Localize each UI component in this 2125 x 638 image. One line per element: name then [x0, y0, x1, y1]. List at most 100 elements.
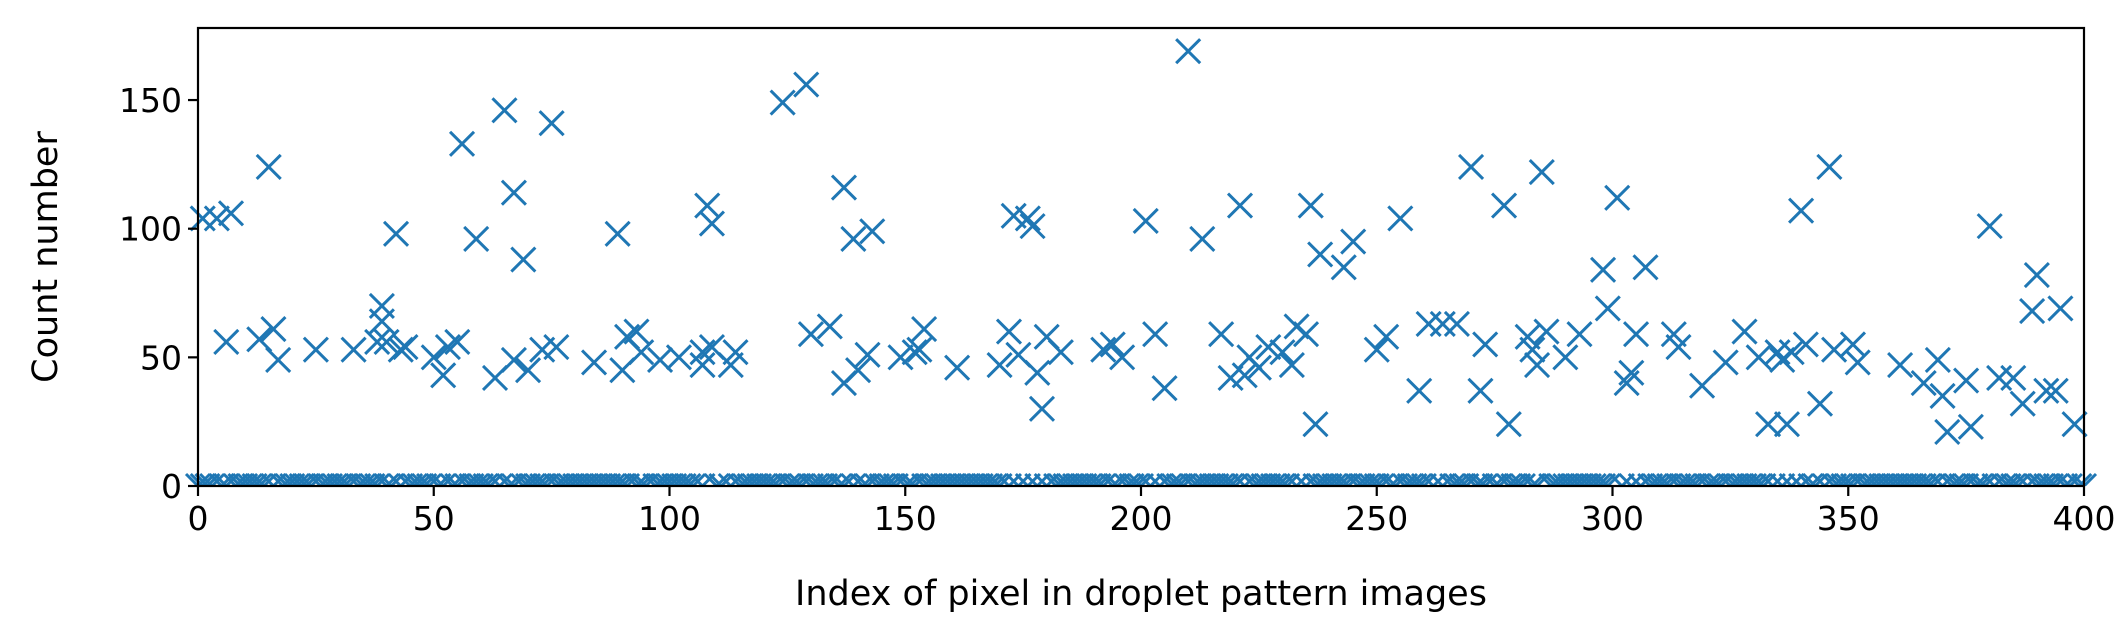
x-tick-label: 350 [1817, 499, 1880, 538]
data-point-zero [241, 472, 268, 486]
data-point-zero [467, 472, 494, 486]
data-point-zero [1618, 472, 1645, 486]
data-point-zero [1222, 472, 1249, 486]
data-point-zero [1080, 472, 1107, 486]
data-point [373, 328, 400, 355]
data-point [1792, 331, 1819, 358]
data-point-zero [1160, 472, 1188, 486]
data-point [1929, 382, 1956, 410]
data-point [448, 130, 476, 157]
data-point [1028, 395, 1056, 422]
data-point-zero [250, 472, 278, 486]
data-point [797, 321, 825, 348]
data-point [1226, 192, 1254, 219]
data-point [1839, 331, 1867, 358]
data-point [830, 174, 858, 201]
data-point [1406, 377, 1433, 404]
data-point [543, 333, 570, 361]
data-point [491, 97, 518, 124]
data-point [213, 328, 240, 355]
data-point-zero [1212, 472, 1239, 486]
data-point-zero [1590, 472, 1617, 486]
data-point-zero [1995, 472, 2022, 486]
data-point [2009, 390, 2036, 417]
data-point-zero [1830, 472, 1857, 486]
data-point [1910, 370, 1937, 397]
data-point-zero [1674, 472, 1702, 486]
data-point [1594, 295, 1621, 322]
data-point [265, 346, 292, 373]
data-point [1976, 213, 2003, 240]
y-axis-label: Count number [26, 131, 66, 383]
data-point [1778, 339, 1805, 366]
data-point [1208, 321, 1235, 348]
data-point [2047, 295, 2074, 322]
data-point-zero [1910, 472, 1937, 486]
data-point [1340, 228, 1367, 255]
data-point [1523, 352, 1551, 379]
data-point-zero [2070, 472, 2098, 486]
data-point [1986, 364, 2013, 391]
data-point [1297, 192, 1324, 219]
data-point [1764, 339, 1791, 366]
data-point [689, 339, 716, 366]
data-point [1231, 362, 1258, 389]
data-point [1816, 153, 1843, 181]
data-point-zero [1325, 472, 1353, 486]
data-markers [184, 38, 2098, 486]
x-tick-label: 150 [874, 499, 937, 538]
data-point [769, 89, 796, 116]
data-point [1292, 321, 1320, 348]
data-point-zero [708, 472, 735, 486]
data-point [1090, 336, 1117, 363]
data-point [1019, 213, 1046, 240]
data-point [1269, 339, 1296, 366]
data-point [1623, 321, 1650, 348]
data-point [816, 313, 843, 340]
x-tick-label: 100 [638, 499, 701, 538]
data-point-zero [378, 472, 405, 486]
data-point [538, 110, 565, 137]
data-point [1175, 38, 1202, 65]
data-point-zero [1585, 472, 1612, 486]
y-tick-label: 150 [119, 81, 182, 120]
data-point-zero [1410, 472, 1437, 486]
data-point [510, 246, 537, 273]
data-point-zero [1943, 472, 1970, 486]
data-point-zero [1274, 472, 1301, 486]
data-point [1953, 367, 1980, 394]
data-point [793, 71, 820, 98]
data-point [1373, 323, 1400, 350]
data-point [689, 352, 716, 379]
data-point [1773, 411, 1801, 438]
data-point-zero [1971, 472, 1999, 486]
x-axis-label: Index of pixel in droplet pattern images [795, 574, 1487, 614]
data-point [1821, 336, 1848, 363]
data-point-zero [995, 472, 1023, 486]
data-point-zero [1740, 472, 1768, 486]
data-point [1443, 310, 1470, 337]
data-point [2000, 364, 2027, 391]
data-point [434, 333, 461, 361]
data-point [1731, 318, 1758, 345]
data-point-zero [1750, 472, 1777, 486]
data-point [217, 200, 245, 227]
data-point-zero [755, 472, 782, 486]
data-point-zero [1401, 472, 1428, 486]
data-point [1467, 377, 1494, 404]
data-point [845, 357, 872, 384]
data-point [1632, 254, 1659, 281]
y-tick-label: 100 [119, 210, 182, 249]
data-point [420, 344, 447, 371]
data-point [500, 346, 527, 373]
data-point-zero [2066, 472, 2093, 486]
data-point-zero [670, 472, 697, 486]
data-point [1047, 339, 1074, 366]
data-point [514, 357, 542, 384]
data-point [901, 339, 928, 366]
data-point [1887, 352, 1914, 379]
y-tick-label: 0 [161, 467, 182, 506]
data-point-zero [524, 472, 551, 486]
x-tick-label: 0 [188, 499, 209, 538]
